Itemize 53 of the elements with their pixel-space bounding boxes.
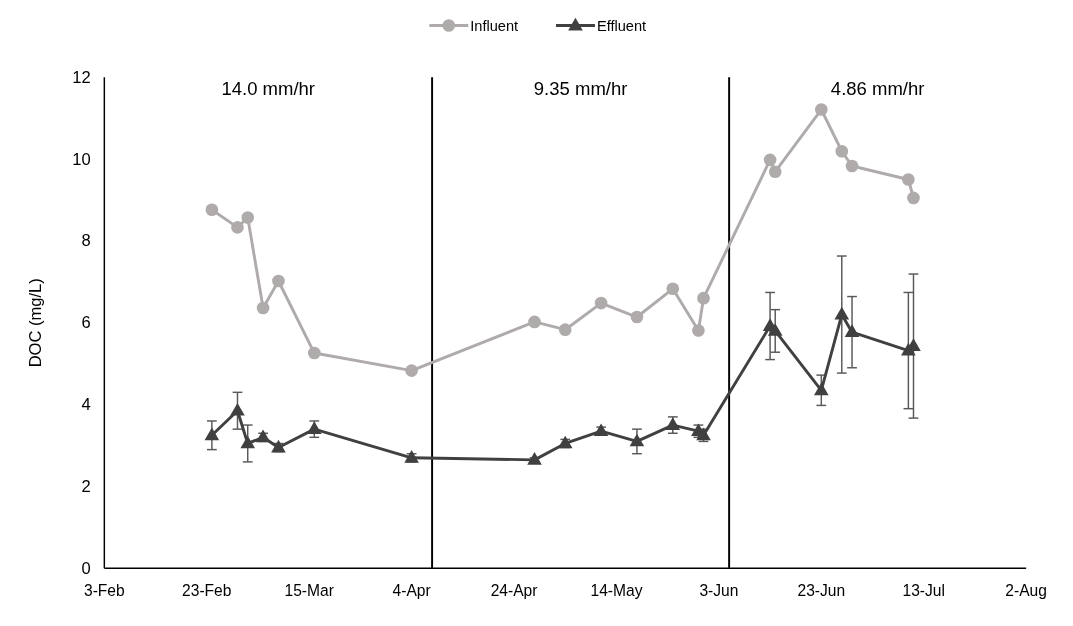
x-tick-label: 23-Jun [797, 581, 846, 599]
point [307, 421, 322, 435]
legend-label: Effluent [596, 17, 647, 34]
point [692, 324, 705, 337]
point [272, 274, 285, 288]
point [697, 291, 710, 305]
x-tick-label: 14-May [590, 581, 643, 599]
x-tick-label: 13-Jul [902, 581, 945, 599]
point [629, 433, 645, 447]
x-tick-label: 24-Apr [490, 581, 538, 599]
y-tick-label: 2 [81, 476, 91, 496]
point [835, 144, 849, 158]
annotation: 14.0 mm/hr [221, 78, 315, 100]
point [814, 382, 829, 396]
y-axis-title: DOC (mg/L) [26, 278, 45, 368]
point [902, 173, 915, 186]
y-tick-label: 10 [72, 149, 91, 169]
point [630, 310, 644, 324]
x-tick-label: 3-Feb [83, 581, 126, 599]
point [527, 452, 542, 465]
point [241, 211, 255, 224]
legend-label: Influent [470, 17, 519, 34]
point [594, 296, 608, 310]
y-tick-label: 4 [81, 395, 91, 415]
annotation: 9.35 mm/hr [533, 78, 628, 100]
point [558, 323, 572, 337]
point [907, 191, 920, 205]
y-tick-label: 12 [72, 67, 91, 87]
y-tick-label: 6 [81, 313, 91, 333]
point [845, 159, 859, 173]
annotation: 4.86 mm/hr [830, 78, 925, 100]
point [768, 165, 782, 179]
point [231, 221, 244, 234]
point [528, 315, 541, 329]
point [844, 324, 860, 338]
point [405, 364, 418, 377]
point [230, 402, 245, 416]
point [666, 282, 680, 296]
x-tick-label: 3-Jun [699, 581, 739, 599]
point [256, 301, 270, 315]
x-tick-label: 23-Feb [182, 581, 232, 599]
y-tick-label: 8 [81, 231, 91, 251]
point [767, 323, 783, 336]
point [763, 153, 777, 167]
x-tick-label: 4-Apr [392, 581, 431, 599]
point [814, 103, 828, 116]
point [665, 417, 681, 430]
x-tick-label: 15-Mar [284, 581, 334, 599]
x-tick-label: 2-Aug [1005, 581, 1047, 599]
point [240, 435, 256, 449]
point [834, 306, 850, 320]
point [307, 346, 321, 360]
y-tick-label: 0 [81, 558, 91, 578]
